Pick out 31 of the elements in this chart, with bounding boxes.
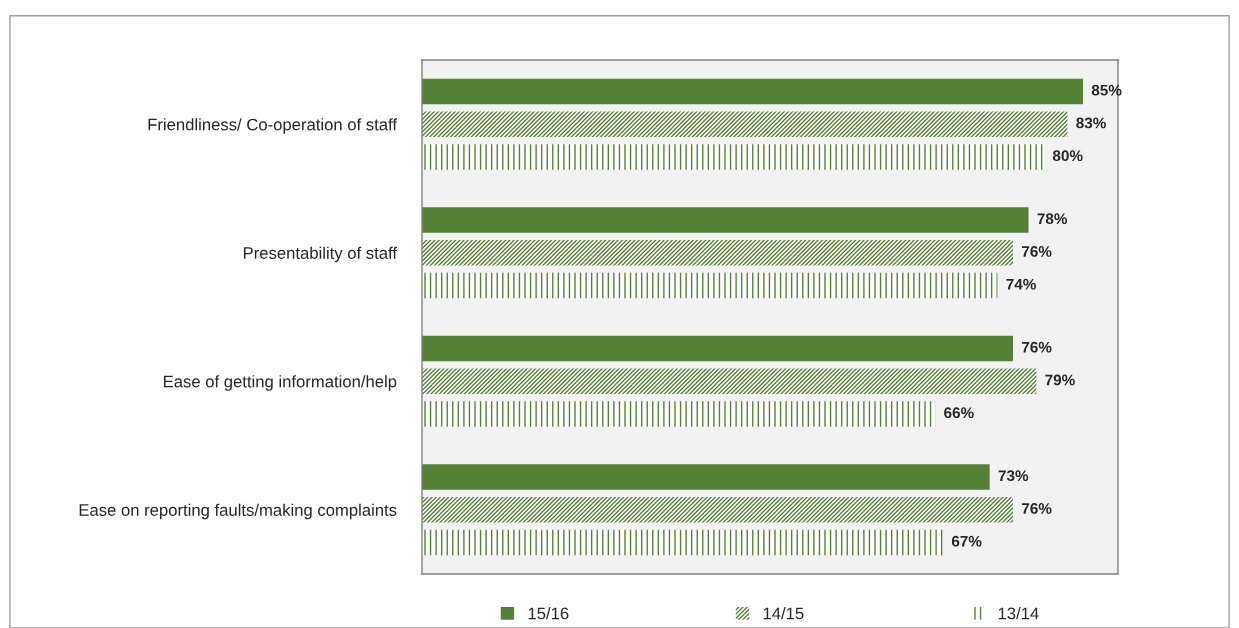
bar [422,239,1013,266]
legend-label: 15/16 [528,607,569,620]
bar [422,529,943,556]
bar [422,496,1013,523]
bar [422,78,1083,105]
data-label: 73% [998,470,1029,482]
data-label: 76% [1021,341,1052,353]
y-tick-label: Friendliness/ Co-operation of staff [148,118,398,134]
bar [422,111,1068,138]
data-label: 66% [944,407,974,419]
data-label: 80% [1052,150,1083,162]
bar [422,401,936,427]
bar [422,464,990,490]
bar [422,368,1037,395]
data-label: 78% [1037,213,1068,225]
data-label: 83% [1076,117,1106,129]
bar [422,335,1013,362]
y-tick-label: Ease on reporting faults/making complaints [79,503,397,520]
bar [422,207,1029,233]
bar [422,272,998,299]
bar [422,144,1045,170]
data-label: 67% [951,535,982,547]
data-label: 79% [1045,374,1075,386]
data-label: 76% [1021,246,1052,257]
y-tick-label: Presentability of staff [243,246,398,263]
data-label: 76% [1021,503,1052,514]
data-label: 85% [1091,84,1122,96]
legend-label: 13/14 [998,607,1039,620]
data-label: 74% [1006,278,1036,290]
y-tick-label: Ease of getting information/help [163,375,397,391]
legend-label: 14/15 [763,607,804,620]
